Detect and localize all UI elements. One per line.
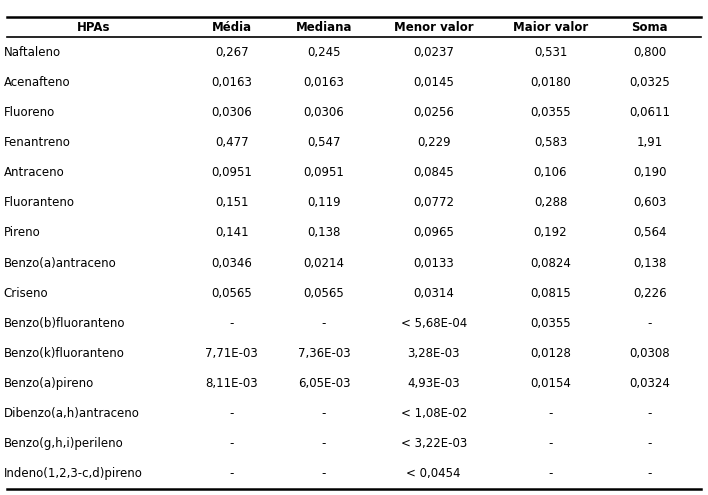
Text: 0,0214: 0,0214 bbox=[304, 256, 344, 270]
Text: 0,138: 0,138 bbox=[633, 256, 666, 270]
Text: Benzo(b)fluoranteno: Benzo(b)fluoranteno bbox=[4, 317, 125, 330]
Text: 0,0815: 0,0815 bbox=[530, 287, 571, 299]
Text: 0,0180: 0,0180 bbox=[530, 76, 571, 89]
Text: 0,0308: 0,0308 bbox=[629, 347, 670, 360]
Text: 0,564: 0,564 bbox=[633, 227, 666, 240]
Text: 0,151: 0,151 bbox=[215, 197, 249, 209]
Text: 6,05E-03: 6,05E-03 bbox=[297, 377, 350, 390]
Text: 0,0824: 0,0824 bbox=[530, 256, 571, 270]
Text: -: - bbox=[229, 467, 234, 481]
Text: 0,547: 0,547 bbox=[307, 136, 341, 149]
Text: Benzo(a)pireno: Benzo(a)pireno bbox=[4, 377, 93, 390]
Text: 0,138: 0,138 bbox=[307, 227, 341, 240]
Text: 0,0314: 0,0314 bbox=[413, 287, 454, 299]
Text: 7,71E-03: 7,71E-03 bbox=[205, 347, 258, 360]
Text: -: - bbox=[321, 407, 326, 420]
Text: -: - bbox=[229, 438, 234, 450]
Text: HPAs: HPAs bbox=[77, 21, 110, 34]
Text: 0,226: 0,226 bbox=[633, 287, 666, 299]
Text: Benzo(k)fluoranteno: Benzo(k)fluoranteno bbox=[4, 347, 125, 360]
Text: 0,288: 0,288 bbox=[534, 197, 567, 209]
Text: 7,36E-03: 7,36E-03 bbox=[297, 347, 350, 360]
Text: -: - bbox=[229, 407, 234, 420]
Text: 0,531: 0,531 bbox=[534, 46, 567, 59]
Text: 0,0306: 0,0306 bbox=[212, 106, 252, 119]
Text: Benzo(a)antraceno: Benzo(a)antraceno bbox=[4, 256, 116, 270]
Text: 0,0346: 0,0346 bbox=[212, 256, 252, 270]
Text: -: - bbox=[229, 317, 234, 330]
Text: -: - bbox=[647, 467, 652, 481]
Text: 8,11E-03: 8,11E-03 bbox=[205, 377, 258, 390]
Text: 0,0163: 0,0163 bbox=[304, 76, 344, 89]
Text: Indeno(1,2,3-c,d)pireno: Indeno(1,2,3-c,d)pireno bbox=[4, 467, 142, 481]
Text: 0,229: 0,229 bbox=[417, 136, 450, 149]
Text: 0,0306: 0,0306 bbox=[304, 106, 344, 119]
Text: < 0,0454: < 0,0454 bbox=[406, 467, 461, 481]
Text: Naftaleno: Naftaleno bbox=[4, 46, 61, 59]
Text: Menor valor: Menor valor bbox=[394, 21, 474, 34]
Text: 0,583: 0,583 bbox=[534, 136, 567, 149]
Text: 0,800: 0,800 bbox=[633, 46, 666, 59]
Text: 0,603: 0,603 bbox=[633, 197, 666, 209]
Text: 0,0128: 0,0128 bbox=[530, 347, 571, 360]
Text: 0,0951: 0,0951 bbox=[304, 166, 344, 179]
Text: Soma: Soma bbox=[632, 21, 668, 34]
Text: 0,477: 0,477 bbox=[215, 136, 249, 149]
Text: 0,0325: 0,0325 bbox=[629, 76, 670, 89]
Text: 0,0772: 0,0772 bbox=[413, 197, 454, 209]
Text: 0,0845: 0,0845 bbox=[413, 166, 454, 179]
Text: -: - bbox=[647, 407, 652, 420]
Text: Fluoreno: Fluoreno bbox=[4, 106, 55, 119]
Text: -: - bbox=[548, 407, 553, 420]
Text: 0,0145: 0,0145 bbox=[413, 76, 454, 89]
Text: 0,0951: 0,0951 bbox=[212, 166, 252, 179]
Text: 4,93E-03: 4,93E-03 bbox=[407, 377, 460, 390]
Text: 0,0163: 0,0163 bbox=[212, 76, 252, 89]
Text: 0,267: 0,267 bbox=[215, 46, 249, 59]
Text: 0,0324: 0,0324 bbox=[629, 377, 670, 390]
Text: 1,91: 1,91 bbox=[636, 136, 663, 149]
Text: -: - bbox=[321, 317, 326, 330]
Text: Criseno: Criseno bbox=[4, 287, 48, 299]
Text: -: - bbox=[321, 467, 326, 481]
Text: 0,141: 0,141 bbox=[215, 227, 249, 240]
Text: 0,0256: 0,0256 bbox=[413, 106, 454, 119]
Text: -: - bbox=[548, 438, 553, 450]
Text: -: - bbox=[647, 317, 652, 330]
Text: 0,0133: 0,0133 bbox=[413, 256, 454, 270]
Text: 0,0965: 0,0965 bbox=[413, 227, 454, 240]
Text: Acenafteno: Acenafteno bbox=[4, 76, 70, 89]
Text: -: - bbox=[321, 438, 326, 450]
Text: Benzo(g,h,i)perileno: Benzo(g,h,i)perileno bbox=[4, 438, 123, 450]
Text: Pireno: Pireno bbox=[4, 227, 40, 240]
Text: Mediana: Mediana bbox=[296, 21, 352, 34]
Text: Média: Média bbox=[212, 21, 252, 34]
Text: Fenantreno: Fenantreno bbox=[4, 136, 70, 149]
Text: 0,106: 0,106 bbox=[534, 166, 567, 179]
Text: 0,0565: 0,0565 bbox=[304, 287, 344, 299]
Text: 0,0154: 0,0154 bbox=[530, 377, 571, 390]
Text: Antraceno: Antraceno bbox=[4, 166, 64, 179]
Text: -: - bbox=[647, 438, 652, 450]
Text: 0,190: 0,190 bbox=[633, 166, 666, 179]
Text: 0,0611: 0,0611 bbox=[629, 106, 670, 119]
Text: 0,0237: 0,0237 bbox=[413, 46, 454, 59]
Text: 0,0355: 0,0355 bbox=[530, 106, 571, 119]
Text: < 3,22E-03: < 3,22E-03 bbox=[401, 438, 467, 450]
Text: Maior valor: Maior valor bbox=[513, 21, 588, 34]
Text: Dibenzo(a,h)antraceno: Dibenzo(a,h)antraceno bbox=[4, 407, 139, 420]
Text: -: - bbox=[548, 467, 553, 481]
Text: 0,192: 0,192 bbox=[534, 227, 567, 240]
Text: 0,119: 0,119 bbox=[307, 197, 341, 209]
Text: Fluoranteno: Fluoranteno bbox=[4, 197, 74, 209]
Text: < 1,08E-02: < 1,08E-02 bbox=[401, 407, 467, 420]
Text: 0,0565: 0,0565 bbox=[212, 287, 252, 299]
Text: 3,28E-03: 3,28E-03 bbox=[407, 347, 460, 360]
Text: 0,245: 0,245 bbox=[307, 46, 341, 59]
Text: < 5,68E-04: < 5,68E-04 bbox=[401, 317, 467, 330]
Text: 0,0355: 0,0355 bbox=[530, 317, 571, 330]
